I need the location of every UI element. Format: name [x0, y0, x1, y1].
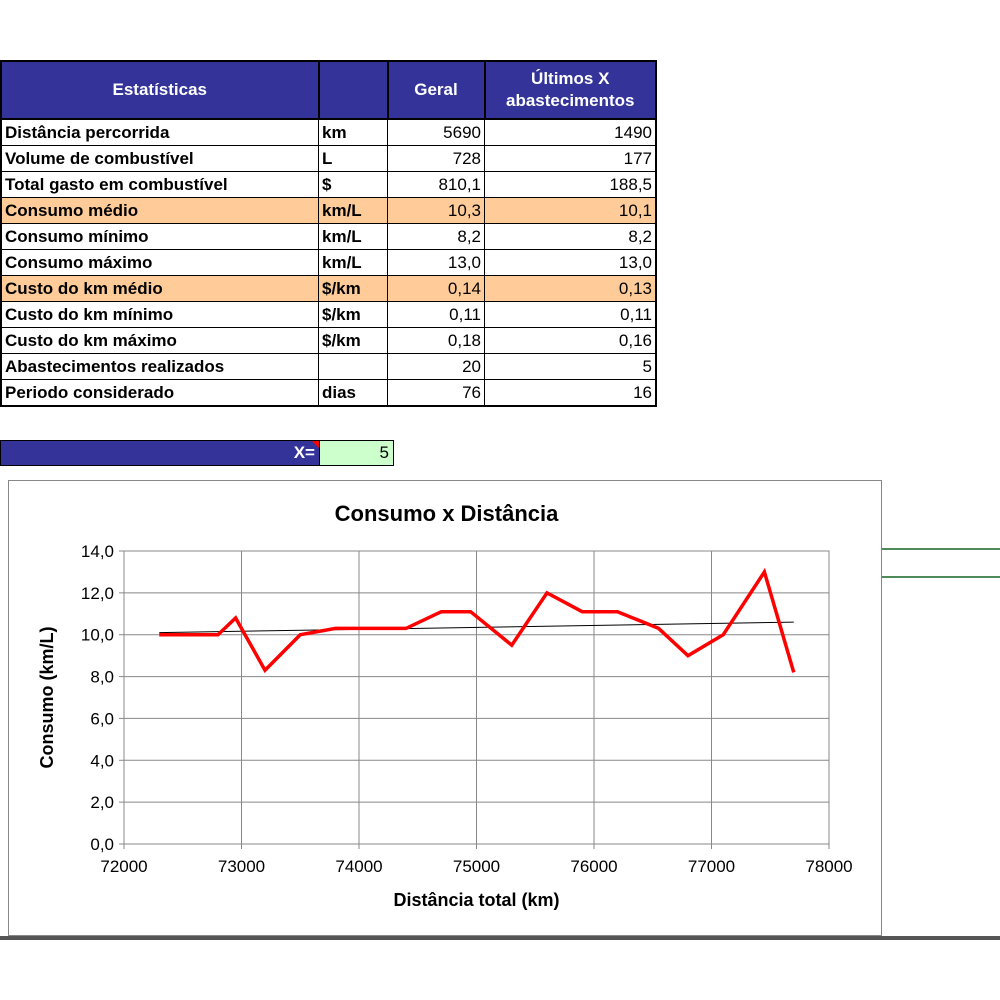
y-tick-label: 4,0	[90, 751, 114, 770]
table-row: Custo do km mínimo $/km 0,11 0,11	[0, 301, 657, 328]
x-label: X=	[293, 443, 315, 462]
x-tick-label: 78000	[805, 857, 852, 876]
table-row: Custo do km médio $/km 0,14 0,13	[0, 275, 657, 302]
table-body: Distância percorrida km 5690 1490 Volume de …	[0, 118, 657, 407]
sheet-divider	[0, 936, 1000, 940]
cell-geral[interactable]: 76	[387, 379, 485, 407]
table-row: Distância percorrida km 5690 1490	[0, 118, 657, 146]
x-input-bar: X=	[0, 440, 320, 466]
header-unit	[317, 60, 389, 120]
table-row: Consumo mínimo km/L 8,2 8,2	[0, 223, 657, 250]
row-label[interactable]: Custo do km máximo	[0, 327, 319, 354]
y-tick-label: 8,0	[90, 668, 114, 687]
cell-ultimos[interactable]: 16	[484, 379, 657, 407]
cell-geral[interactable]: 5690	[387, 118, 485, 146]
y-tick-label: 6,0	[90, 709, 114, 728]
row-label[interactable]: Abastecimentos realizados	[0, 353, 319, 380]
divider-line	[882, 576, 1000, 578]
cell-geral[interactable]: 20	[387, 353, 485, 380]
cell-ultimos[interactable]: 10,1	[484, 197, 657, 224]
consumption-chart: Consumo x Distância 0,0 2,0 4,0 6,0 8,0 10,0 12…	[37, 501, 853, 910]
row-unit[interactable]: $/km	[318, 327, 388, 354]
row-unit[interactable]: $	[318, 171, 388, 198]
row-unit[interactable]: km/L	[318, 249, 388, 276]
row-label[interactable]: Custo do km mínimo	[0, 301, 319, 328]
x-tick-label: 77000	[688, 857, 735, 876]
cell-geral[interactable]: 13,0	[387, 249, 485, 276]
comment-marker-icon	[312, 441, 319, 448]
cell-ultimos[interactable]: 0,16	[484, 327, 657, 354]
y-tick-label: 0,0	[90, 835, 114, 854]
header-ultimos: Últimos X abastecimentos	[483, 60, 657, 120]
y-tick-label: 12,0	[81, 584, 114, 603]
x-axis-title: Distância total (km)	[393, 890, 559, 910]
x-tick-label: 73000	[218, 857, 265, 876]
cell-geral[interactable]: 0,14	[387, 275, 485, 302]
cell-ultimos[interactable]: 8,2	[484, 223, 657, 250]
row-label[interactable]: Custo do km médio	[0, 275, 319, 302]
row-unit[interactable]: $/km	[318, 301, 388, 328]
cell-ultimos[interactable]: 177	[484, 145, 657, 172]
row-unit[interactable]: dias	[318, 379, 388, 407]
divider-line	[882, 548, 1000, 550]
header-estatisticas: Estatísticas	[0, 60, 320, 120]
row-unit[interactable]: L	[318, 145, 388, 172]
cell-geral[interactable]: 0,11	[387, 301, 485, 328]
cell-geral[interactable]: 728	[387, 145, 485, 172]
trendline	[159, 621, 794, 634]
cell-ultimos[interactable]: 5	[484, 353, 657, 380]
table-row: Periodo considerado dias 76 16	[0, 379, 657, 407]
row-unit[interactable]: km	[318, 118, 388, 146]
x-value-cell[interactable]: 5	[320, 440, 394, 466]
row-label[interactable]: Consumo máximo	[0, 249, 319, 276]
row-unit[interactable]: km/L	[318, 223, 388, 250]
row-label[interactable]: Volume de combustível	[0, 145, 319, 172]
y-axis-title: Consumo (km/L)	[37, 626, 57, 768]
table-row: Total gasto em combustível $810,1 188,5	[0, 171, 657, 198]
cell-ultimos[interactable]: 13,0	[484, 249, 657, 276]
chart-title: Consumo x Distância	[335, 501, 559, 526]
table-row: Custo do km máximo $/km 0,18 0,16	[0, 327, 657, 354]
row-label[interactable]: Total gasto em combustível	[0, 171, 319, 198]
x-tick-label: 74000	[335, 857, 382, 876]
cell-ultimos[interactable]: 1490	[484, 118, 657, 146]
x-tick-label: 75000	[453, 857, 500, 876]
y-tick-label: 2,0	[90, 793, 114, 812]
y-tick-label: 14,0	[81, 542, 114, 561]
row-label[interactable]: Periodo considerado	[0, 379, 319, 407]
cell-ultimos[interactable]: 0,11	[484, 301, 657, 328]
cell-ultimos[interactable]: 188,5	[484, 171, 657, 198]
row-unit[interactable]: $/km	[318, 275, 388, 302]
cell-ultimos[interactable]: 0,13	[484, 275, 657, 302]
table-row: Consumo médio km/L 10,3 10,1	[0, 197, 657, 224]
row-unit[interactable]	[318, 353, 388, 380]
row-unit[interactable]: km/L	[318, 197, 388, 224]
y-tick-label: 10,0	[81, 626, 114, 645]
table-row: Consumo máximo km/L 13,0 13,0	[0, 249, 657, 276]
row-label[interactable]: Consumo médio	[0, 197, 319, 224]
table-header-row: Estatísticas Geral Últimos X abastecimen…	[0, 60, 657, 120]
row-label[interactable]: Consumo mínimo	[0, 223, 319, 250]
cell-geral[interactable]: 10,3	[387, 197, 485, 224]
cell-geral[interactable]: 810,1	[387, 171, 485, 198]
row-label[interactable]: Distância percorrida	[0, 118, 319, 146]
x-tick-label: 72000	[100, 857, 147, 876]
consumo-series-line	[159, 567, 796, 674]
table-row: Volume de combustível L 728 177	[0, 145, 657, 172]
cell-geral[interactable]: 0,18	[387, 327, 485, 354]
statistics-table: Estatísticas Geral Últimos X abastecimen…	[0, 60, 657, 407]
table-row: Abastecimentos realizados 20 5	[0, 353, 657, 380]
x-tick-label: 76000	[570, 857, 617, 876]
cell-geral[interactable]: 8,2	[387, 223, 485, 250]
chart-area: Consumo x Distância 0,0 2,0 4,0 6,0 8,0 10,0 12…	[8, 480, 882, 936]
header-geral: Geral	[386, 60, 486, 120]
